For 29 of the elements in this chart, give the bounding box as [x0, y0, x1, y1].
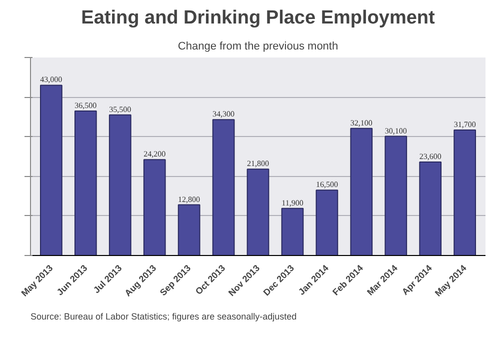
- bar: [212, 119, 235, 256]
- bar: [108, 114, 132, 256]
- data-label: 30,100: [384, 126, 407, 136]
- bar: [281, 208, 304, 256]
- bar: [384, 136, 408, 256]
- data-label: 31,700: [454, 120, 476, 129]
- bar: [143, 159, 166, 256]
- data-label: 35,500: [109, 104, 132, 114]
- source-note: Source: Bureau of Labor Statistics; figures are seasonally-adjusted: [30, 312, 297, 322]
- bar: [74, 110, 97, 256]
- bar: [419, 162, 442, 256]
- bar: [316, 190, 338, 256]
- data-label: 23,600: [419, 152, 442, 162]
- data-label: 12,800: [178, 194, 200, 204]
- bar: [178, 204, 200, 256]
- chart-subtitle: Change from the previous month: [178, 40, 338, 52]
- data-label: 32,100: [350, 118, 372, 128]
- data-label: 36,500: [74, 100, 97, 110]
- data-label: 43,000: [40, 75, 62, 84]
- data-label: 24,200: [144, 150, 166, 159]
- chart-title: Eating and Drinking Place Employment: [81, 8, 436, 28]
- bar: [350, 128, 373, 256]
- data-label: 16,500: [316, 180, 338, 190]
- bar: [40, 84, 62, 256]
- data-label: 21,800: [247, 159, 269, 168]
- data-label: 34,300: [212, 110, 235, 119]
- bar: [454, 129, 476, 256]
- bar: [246, 168, 270, 256]
- data-label: 11,900: [282, 198, 304, 208]
